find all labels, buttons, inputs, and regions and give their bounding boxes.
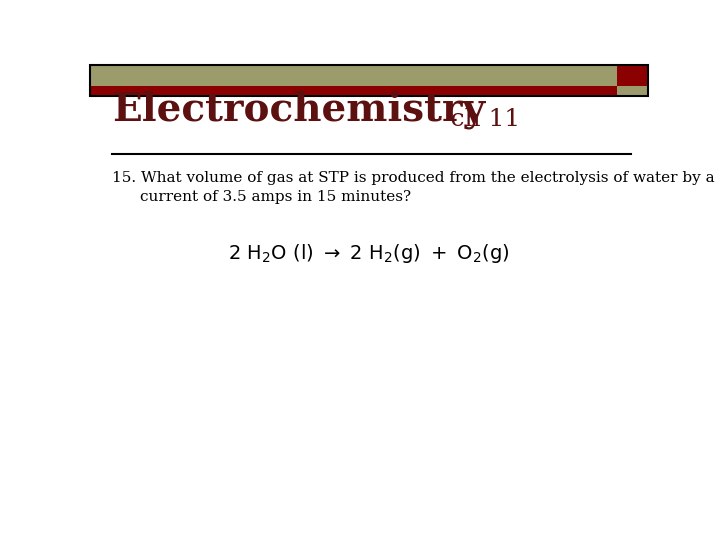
Text: $\mathrm{2\ H_2O\ (l)\ \rightarrow\ 2\ H_2(g)\ +\ O_2(g)}$: $\mathrm{2\ H_2O\ (l)\ \rightarrow\ 2\ H…	[228, 241, 510, 265]
Text: 15. What volume of gas at STP is produced from the electrolysis of water by a: 15. What volume of gas at STP is produce…	[112, 171, 715, 185]
Text: – ch 11: – ch 11	[422, 109, 520, 131]
Bar	[90, 65, 648, 96]
Bar	[617, 86, 648, 96]
Bar	[90, 65, 648, 86]
Bar	[90, 86, 648, 96]
Bar	[617, 65, 648, 86]
Text: Electrochemistry: Electrochemistry	[112, 91, 485, 129]
Text: current of 3.5 amps in 15 minutes?: current of 3.5 amps in 15 minutes?	[140, 190, 411, 204]
